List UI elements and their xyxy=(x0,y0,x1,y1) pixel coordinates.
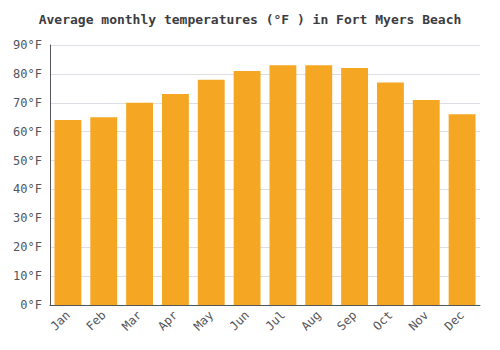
svg-text:Sep: Sep xyxy=(334,308,359,333)
svg-text:Mar: Mar xyxy=(119,308,144,333)
svg-text:Aug: Aug xyxy=(298,308,323,333)
svg-text:80°F: 80°F xyxy=(13,67,42,81)
svg-text:90°F: 90°F xyxy=(13,38,42,52)
svg-text:Nov: Nov xyxy=(406,308,431,333)
svg-text:Average monthly temperatures (: Average monthly temperatures (°F ) in Fo… xyxy=(39,12,462,27)
svg-text:50°F: 50°F xyxy=(13,154,42,168)
svg-text:60°F: 60°F xyxy=(13,125,42,139)
svg-text:Dec: Dec xyxy=(442,308,467,333)
svg-text:20°F: 20°F xyxy=(13,240,42,254)
svg-text:Apr: Apr xyxy=(155,308,180,333)
svg-text:Jul: Jul xyxy=(263,308,288,333)
svg-text:Oct: Oct xyxy=(370,308,395,333)
svg-text:Jun: Jun xyxy=(227,308,252,333)
svg-text:May: May xyxy=(191,308,216,333)
svg-text:0°F: 0°F xyxy=(20,298,42,312)
svg-text:Jan: Jan xyxy=(48,308,73,333)
svg-text:70°F: 70°F xyxy=(13,96,42,110)
svg-text:10°F: 10°F xyxy=(13,269,42,283)
svg-text:30°F: 30°F xyxy=(13,211,42,225)
svg-text:40°F: 40°F xyxy=(13,182,42,196)
svg-text:Feb: Feb xyxy=(83,308,108,333)
